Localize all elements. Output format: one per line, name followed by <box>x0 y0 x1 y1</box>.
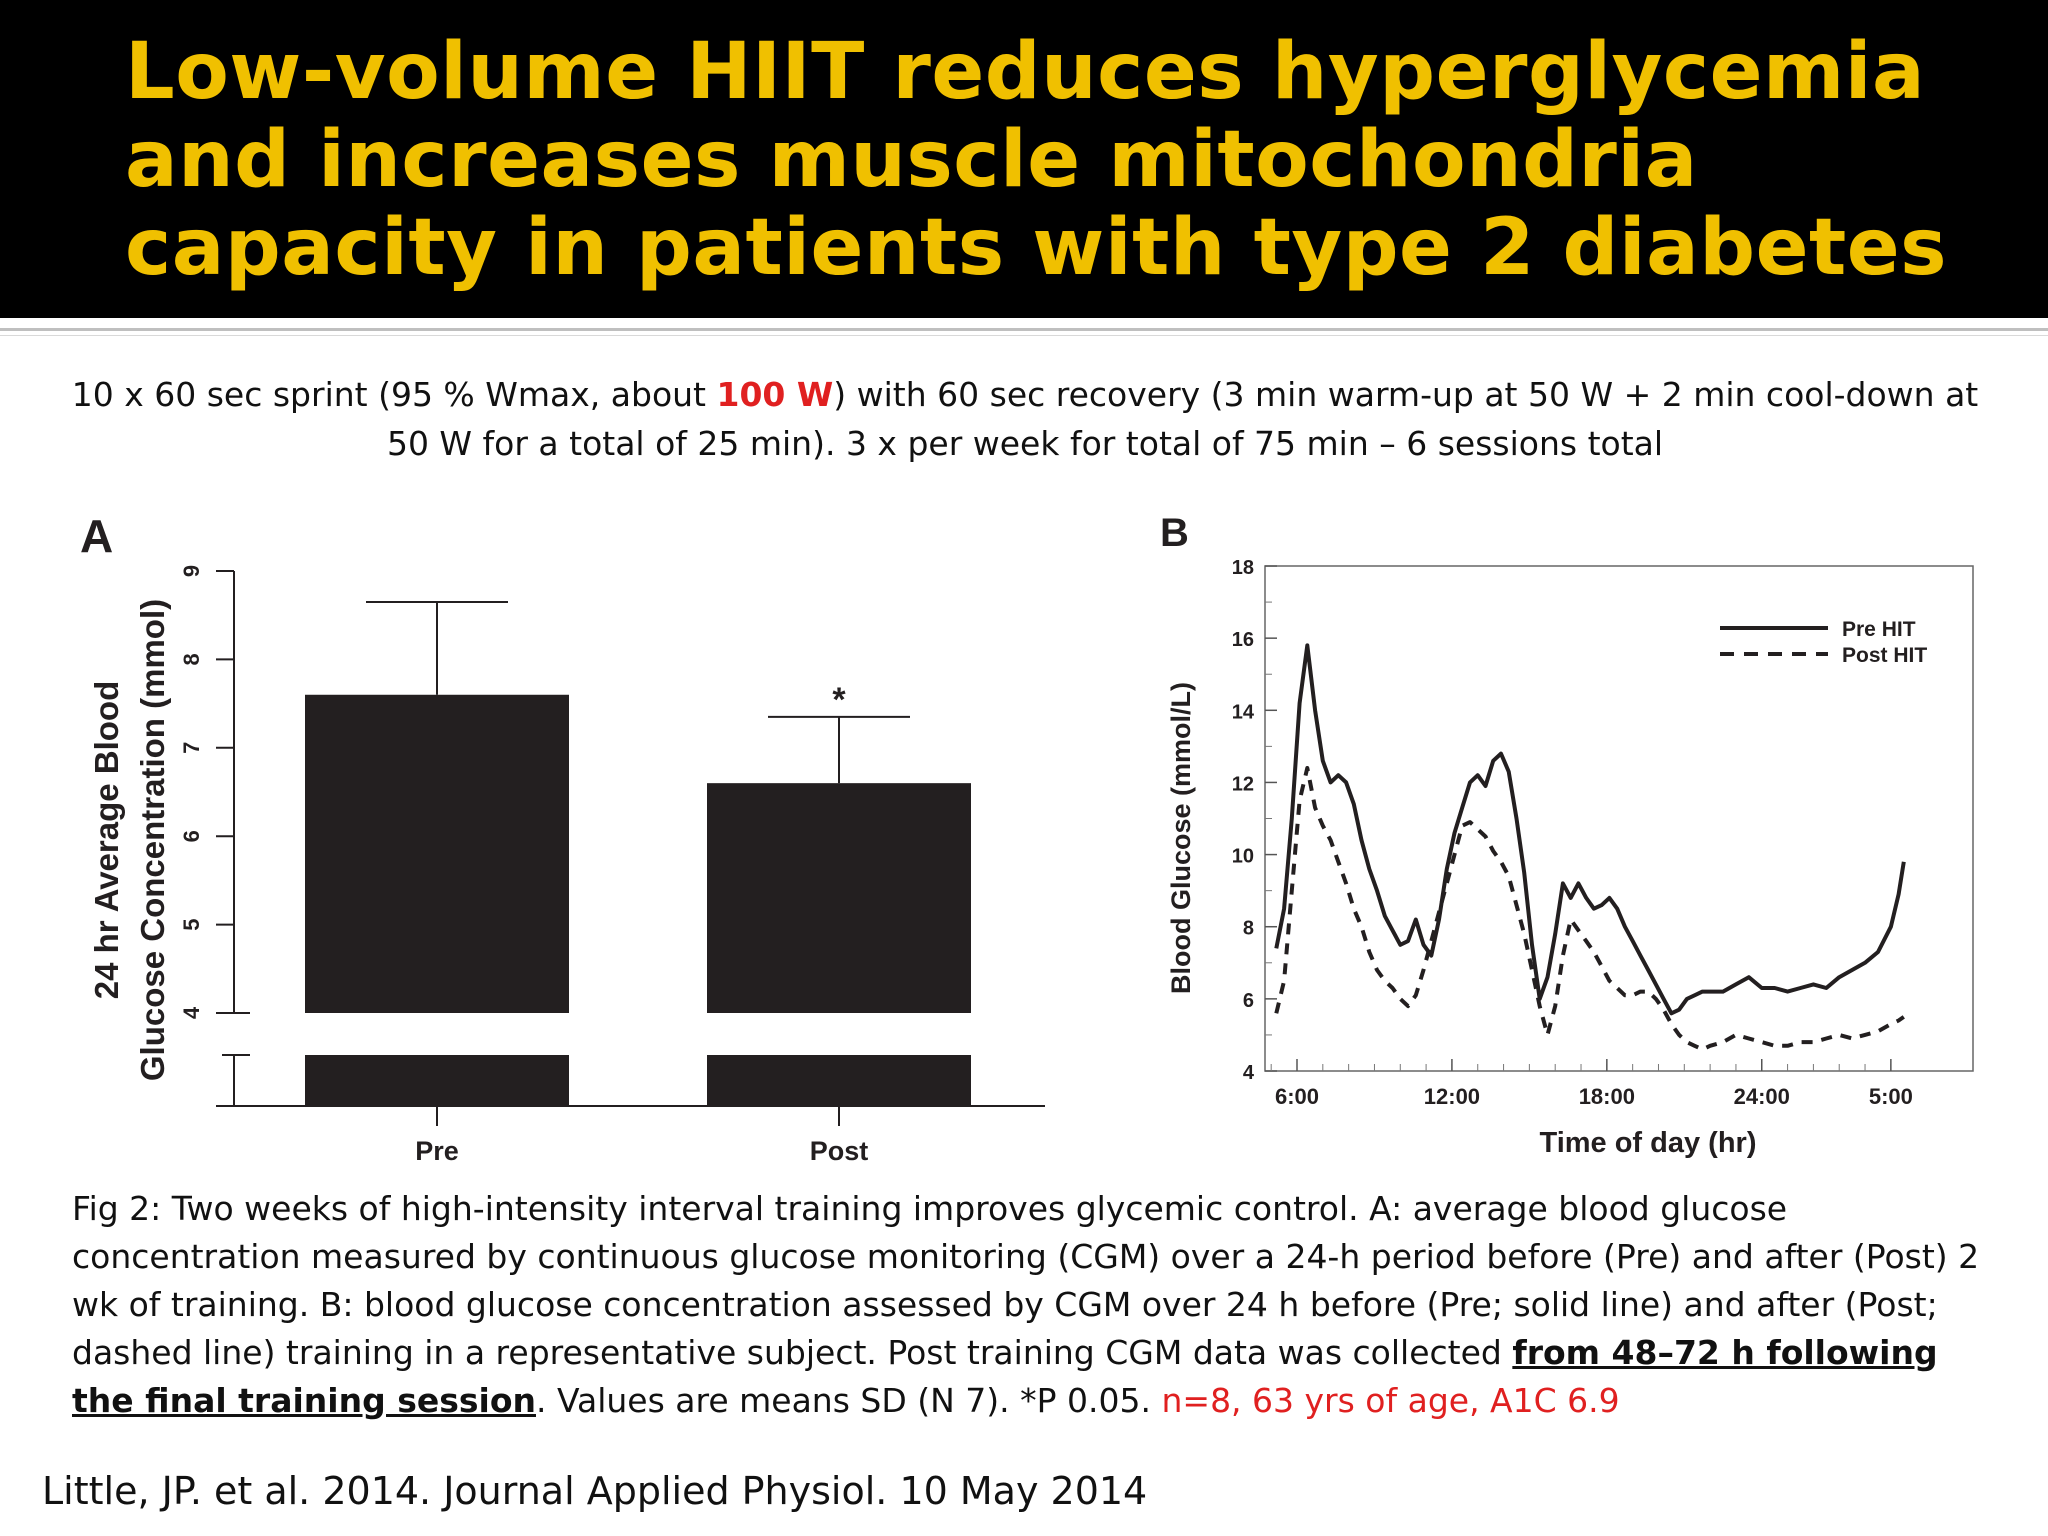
b-x-tick-label: 6:00 <box>1275 1084 1319 1109</box>
panel-b-axes: 4 6 8 10 12 14 16 18 6:00 12:00 18:00 24:00 5:00 <box>1232 557 1913 1109</box>
divider-rule <box>0 328 2048 331</box>
b-legend-label: Pre HIT <box>1842 618 1916 641</box>
protocol-part1: 10 x 60 sec sprint (95 % Wmax, about <box>71 375 717 414</box>
a-y-tick-label: 7 <box>179 742 204 754</box>
b-x-tick-label: 18:00 <box>1579 1084 1635 1109</box>
b-y-tick-label: 18 <box>1232 557 1254 579</box>
panel-a-y-label-line2: Glucose Concentration (mmol) <box>134 599 171 1081</box>
a-y-tick-label: 4 <box>179 1006 204 1019</box>
b-x-tick-label: 5:00 <box>1869 1084 1913 1109</box>
a-y-tick-label: 9 <box>179 565 204 577</box>
divider-rule-thin <box>0 335 2048 336</box>
b-y-tick-label: 16 <box>1232 629 1254 651</box>
panel-b-y-label: Blood Glucose (mmol/L) <box>1166 682 1196 994</box>
b-x-tick-label: 12:00 <box>1424 1084 1480 1109</box>
b-legend-label: Post HIT <box>1842 644 1927 667</box>
panel-b-frame <box>1264 565 1974 1072</box>
a-x-tick-label: Pre <box>415 1136 459 1166</box>
b-y-tick-label: 4 <box>1243 1062 1255 1084</box>
b-y-tick-label: 6 <box>1243 990 1254 1012</box>
b-x-tick-label: 24:00 <box>1734 1084 1790 1109</box>
a-y-tick-label: 5 <box>179 918 204 930</box>
panel-b-label: B <box>1160 511 1189 555</box>
panel-b-x-label: Time of day (hr) <box>1540 1127 1757 1159</box>
panel-a-label: A <box>80 510 113 562</box>
a-bar-pre <box>305 694 569 1013</box>
a-significance-marker: * <box>832 681 846 719</box>
slide-title: Low-volume HIIT reduces hyperglycemia an… <box>125 27 1948 293</box>
b-y-tick-label: 14 <box>1232 701 1255 723</box>
caption-highlight: n=8, 63 yrs of age, A1C 6.9 <box>1161 1381 1620 1420</box>
protocol-highlight: 100 W <box>716 375 834 414</box>
protocol-text: 10 x 60 sec sprint (95 % Wmax, about 100… <box>60 370 1990 468</box>
panel-a-y-label-line1: 24 hr Average Blood <box>88 681 125 999</box>
a-x-tick-label: Post <box>810 1136 869 1166</box>
panel-b-legend: Pre HIT Post HIT <box>1720 618 1927 667</box>
caption-part1: Fig 2: Two weeks of high-intensity inter… <box>72 1189 1980 1372</box>
title-bar <box>0 0 2048 318</box>
protocol-part2: ) with 60 sec recovery (3 min warm-up at… <box>386 375 1979 463</box>
panel-a: A 4 5 6 7 8 9 Pre Post * 24 hr Average Blood Gl… <box>80 510 1045 1166</box>
b-series-pre-hit <box>1274 643 1906 1016</box>
caption-underlined: from 48–72 h following the final trainin… <box>72 1333 1938 1420</box>
a-bar-post <box>707 783 971 1013</box>
figure-caption: Fig 2: Two weeks of high-intensity inter… <box>72 1185 2002 1425</box>
panel-b-lines <box>1274 643 1906 1052</box>
caption-part2: . Values are means SD (N 7). *P 0.05. <box>535 1381 1162 1420</box>
b-y-tick-label: 10 <box>1232 846 1254 868</box>
panel-b: B 4 6 8 10 12 14 16 18 6:00 12:00 18:00 24:00 5:00 P… <box>1160 511 1974 1159</box>
a-y-tick-label: 6 <box>179 830 204 842</box>
citation: Little, JP. et al. 2014. Journal Applied… <box>42 1469 1148 1513</box>
a-bar-pre-base <box>305 1055 569 1106</box>
b-series-post-hit <box>1274 766 1905 1052</box>
a-y-tick-label: 8 <box>179 653 204 665</box>
b-y-tick-label: 12 <box>1232 773 1254 795</box>
a-bar-post-base <box>707 1055 971 1106</box>
panel-a-bars: Pre Post * <box>305 600 971 1166</box>
b-y-tick-label: 8 <box>1243 918 1254 940</box>
